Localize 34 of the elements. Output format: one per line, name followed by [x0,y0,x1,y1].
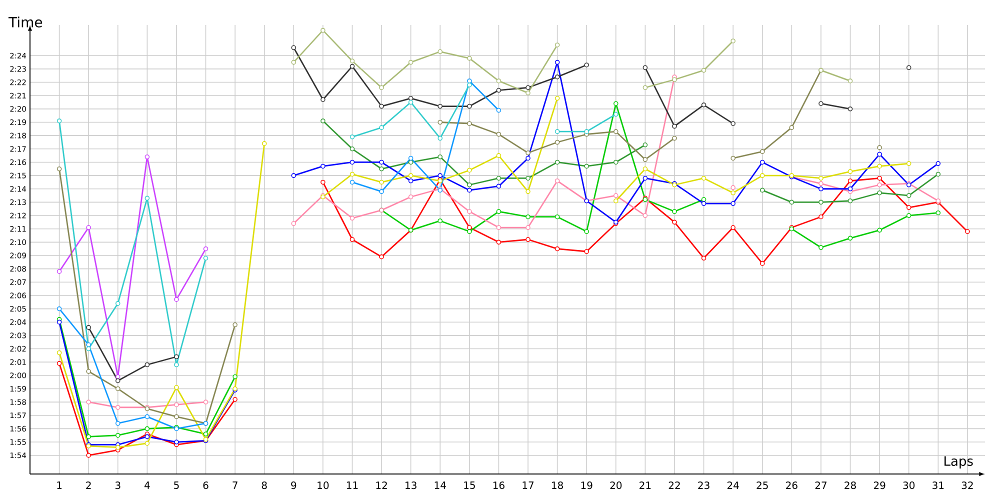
x-tick-label: 10 [318,482,329,490]
x-tick-label: 27 [815,482,826,489]
x-tick-label: 4 [144,482,150,489]
x-tick-label: 22 [668,482,680,489]
x-tick-label: 14 [434,482,446,489]
x-tick-label: 19 [581,482,592,490]
x-tick-label: 25 [756,482,768,490]
x-tick-label: 15 [464,482,475,489]
x-tick-label: 30 [903,482,915,490]
x-tick-label: 8 [262,482,267,490]
x-tick-label: 29 [874,482,886,490]
x-tick-label: 31 [932,482,944,490]
x-tick-label: 32 [962,482,973,490]
x-tick-label: 13 [406,482,416,490]
x-tick-label: 21 [640,482,651,489]
x-tick-label: 9 [291,482,296,490]
x-tick-label: 2 [86,482,91,489]
x-tick-label: 18 [552,482,563,490]
x-tick-label: 7 [232,482,238,489]
x-tick-label: 12 [376,482,387,489]
x-axis-title: Laps [944,456,973,468]
x-tick-label: 26 [786,482,798,490]
x-tick-label: 23 [698,482,710,490]
x-tick-label: 6 [203,482,208,490]
x-tick-label: 11 [346,482,358,489]
x-tick-label: 20 [610,482,622,490]
x-tick-label: 5 [174,482,179,489]
x-tick-label: 16 [493,482,504,490]
x-tick-label: 1 [57,482,62,489]
x-tick-label: 28 [844,482,856,490]
y-axis-title: Time [8,16,42,28]
x-tick-label: 17 [522,482,534,489]
x-tick-label: 3 [115,482,120,490]
x-tick-label: 24 [727,482,739,489]
